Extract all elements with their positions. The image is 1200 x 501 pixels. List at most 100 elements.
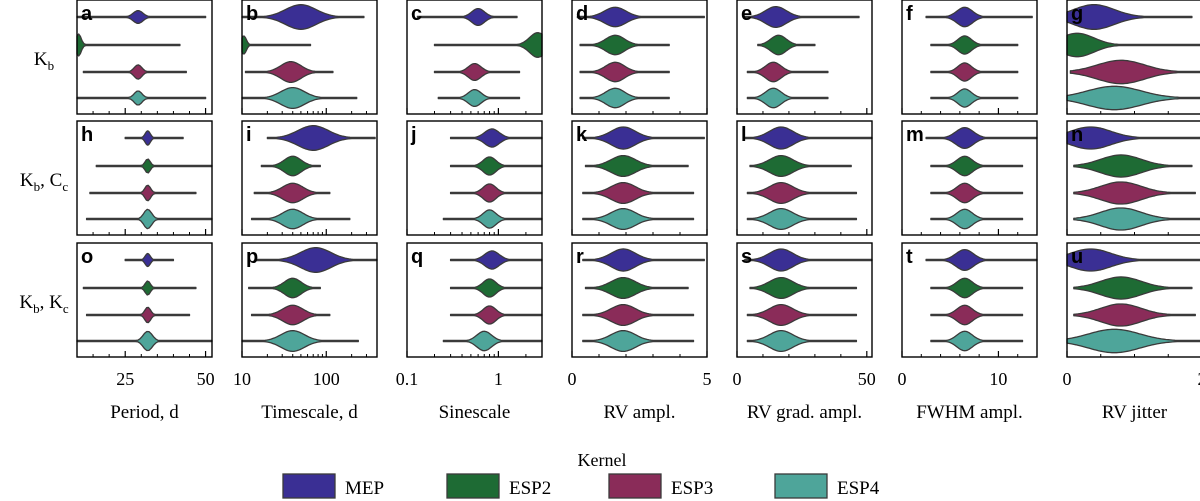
violin-i-ESP3 (253, 182, 331, 204)
tick-label: 0.1 (396, 369, 419, 389)
panel-frame (76, 242, 213, 358)
violin-s-ESP2 (749, 276, 858, 300)
panel-frame (241, 0, 378, 115)
violin-j-MEP (449, 128, 543, 148)
panel-p: p (241, 242, 378, 358)
violin-p-ESP3 (250, 304, 331, 326)
violin-q-MEP (449, 250, 543, 270)
violin-t-ESP3 (930, 304, 1024, 326)
violin-s-MEP (744, 248, 873, 272)
panel-frame (736, 242, 873, 358)
violin-q-ESP4 (442, 330, 543, 352)
violin-c-MEP (416, 7, 518, 27)
panel-s: s (736, 242, 873, 358)
panel-letter-m: m (906, 124, 924, 146)
panel-frame (901, 120, 1038, 236)
violin-m-ESP4 (930, 208, 1024, 230)
panel-letter-u: u (1071, 246, 1083, 268)
violin-o-ESP4 (76, 330, 213, 352)
panel-m: m (901, 120, 1038, 236)
violin-r-ESP2 (584, 276, 689, 300)
violin-e-ESP3 (746, 61, 829, 83)
legend-label-ESP3: ESP3 (671, 478, 713, 499)
violin-l-ESP3 (746, 181, 858, 205)
violin-n-ESP2 (1073, 154, 1193, 178)
panel-letter-a: a (81, 3, 93, 25)
violin-c-ESP2 (433, 32, 543, 58)
violin-q-ESP3 (449, 305, 543, 325)
violin-j-ESP3 (449, 183, 543, 203)
violin-q-ESP2 (449, 278, 543, 298)
violin-m-MEP (925, 126, 1038, 150)
panel-b: b (241, 0, 378, 115)
panel-frame (901, 242, 1038, 358)
tick-label: 0 (898, 369, 907, 389)
panel-t: t (901, 242, 1038, 358)
panel-o: o (76, 242, 213, 358)
panel-k: k (571, 120, 708, 236)
panel-frame (76, 120, 213, 236)
violin-u-ESP2 (1073, 276, 1193, 300)
panel-frame (736, 120, 873, 236)
violin-b-MEP (241, 4, 365, 30)
tick-label: 50 (197, 369, 215, 389)
violin-f-MEP (925, 6, 1033, 28)
violin-o-MEP (124, 252, 175, 268)
panel-e: e (736, 0, 873, 115)
violin-u-MEP (1066, 248, 1200, 272)
panel-letter-k: k (576, 124, 588, 146)
violin-r-ESP3 (582, 303, 695, 327)
panel-frame (406, 120, 543, 236)
violin-e-MEP (744, 5, 860, 29)
panel-letter-o: o (81, 246, 93, 268)
violin-t-ESP2 (930, 277, 1024, 299)
tick-label: 0 (733, 369, 742, 389)
violin-s-ESP4 (746, 329, 858, 353)
panel-c: c (406, 0, 543, 115)
panel-letter-e: e (741, 3, 752, 25)
violin-u-ESP4 (1066, 328, 1200, 354)
violin-j-ESP2 (449, 156, 543, 176)
panel-letter-t: t (906, 246, 913, 268)
tick-label: 1 (494, 369, 503, 389)
panel-frame (571, 242, 708, 358)
violin-h-ESP2 (95, 158, 213, 174)
panel-j: j (406, 120, 543, 236)
violin-c-ESP3 (433, 62, 521, 82)
violin-n-MEP (1066, 126, 1200, 150)
violin-f-ESP4 (930, 88, 1019, 108)
tick-label: 10 (989, 369, 1007, 389)
tick-label: 100 (313, 369, 340, 389)
violin-d-ESP4 (579, 87, 670, 109)
x-axis-label-5: RV grad. ampl. (747, 402, 862, 423)
legend-swatch-ESP4 (774, 473, 828, 499)
violin-t-ESP4 (930, 330, 1024, 352)
panel-d: d (571, 0, 708, 115)
legend-label-MEP: MEP (345, 478, 384, 499)
panel-i: i (241, 120, 378, 236)
panel-letter-f: f (906, 3, 913, 25)
panel-letter-l: l (741, 124, 747, 146)
panel-frame (241, 242, 378, 358)
panel-q: q (406, 242, 543, 358)
violin-g-MEP (1066, 4, 1193, 30)
tick-label: 5 (703, 369, 712, 389)
x-axis-label-1: Period, d (110, 402, 179, 423)
panel-a: a (76, 0, 213, 115)
violin-d-MEP (576, 6, 705, 28)
tick-label: 25 (116, 369, 134, 389)
legend-swatch-ESP2 (446, 473, 500, 499)
panel-frame (76, 0, 213, 115)
panel-h: h (76, 120, 213, 236)
violin-o-ESP3 (85, 306, 191, 324)
legend-label-ESP4: ESP4 (837, 478, 880, 499)
panel-letter-d: d (576, 3, 588, 25)
panel-letter-n: n (1071, 124, 1083, 146)
violin-b-ESP2 (241, 35, 312, 55)
x-axis-label-2: Timescale, d (261, 402, 358, 423)
violin-n-ESP3 (1073, 181, 1196, 205)
violin-k-ESP3 (582, 181, 695, 205)
violin-p-MEP (256, 247, 378, 273)
x-axis-label-3: Sinescale (439, 402, 511, 423)
